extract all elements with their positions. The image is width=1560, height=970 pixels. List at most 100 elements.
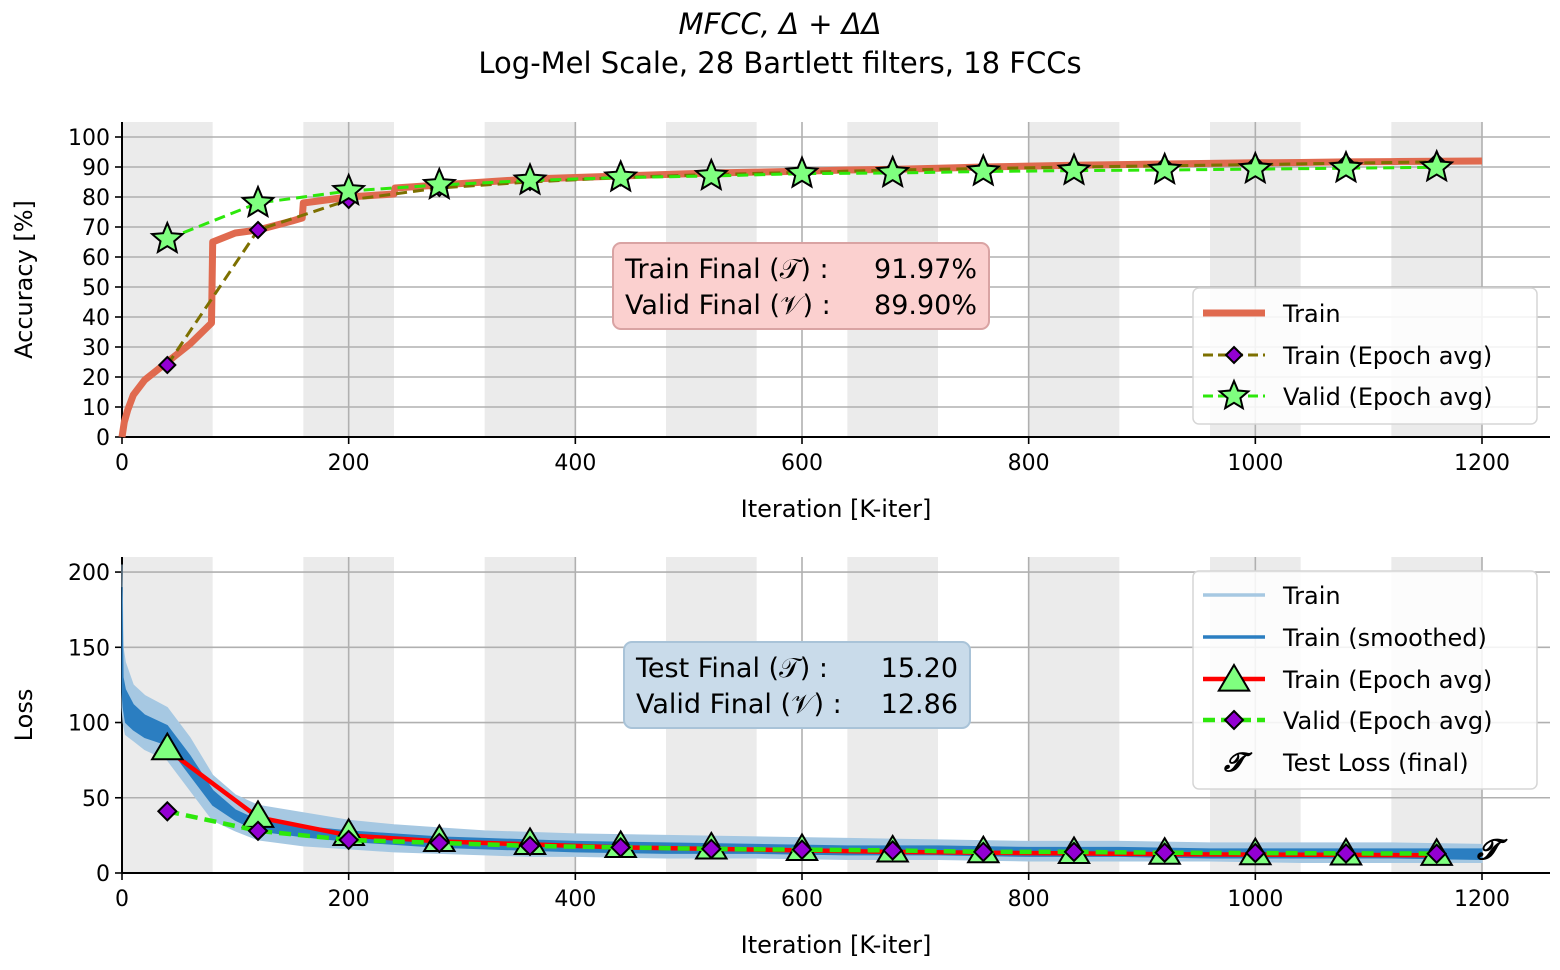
legend-label-train: Train (1282, 582, 1341, 610)
valid-epoch-avg-marker (156, 800, 178, 822)
annotation-line1-value: 91.97% (874, 254, 977, 285)
y-tick-label: 90 (82, 156, 110, 181)
legend-marker-valid-epoch (1223, 709, 1245, 731)
valid-epoch-avg-marker (965, 152, 1002, 187)
x-axis-label: Iteration [K-iter] (741, 495, 932, 523)
legend: Train Train (Epoch avg) Valid (Epoch avg) (1192, 287, 1538, 425)
y-tick-label: 10 (82, 396, 110, 421)
valid-epoch-avg-marker (428, 832, 450, 854)
valid-epoch-avg-marker (519, 835, 541, 857)
valid-epoch-avg-marker (338, 829, 360, 851)
x-tick-label: 400 (554, 451, 596, 476)
legend-box (1192, 287, 1538, 425)
valid-epoch-avg-marker (700, 838, 722, 860)
train-epoch-avg-marker (157, 355, 177, 375)
valid-epoch-avg-marker (791, 839, 813, 861)
y-tick-label: 100 (68, 126, 110, 151)
annotation-line2-label: Valid Final (𝒱) : (625, 290, 831, 321)
legend-marker-train-epoch (1224, 345, 1244, 365)
valid-epoch-avg-marker (1418, 148, 1455, 183)
legend-label-train-epoch: Train (Epoch avg) (1282, 342, 1492, 370)
annotation-line1-value: 15.20 (881, 653, 958, 684)
legend-label-valid-epoch: Valid (Epoch avg) (1283, 383, 1492, 411)
epoch-band (484, 557, 576, 873)
y-tick-label: 60 (82, 246, 110, 271)
y-tick-label: 80 (82, 186, 110, 211)
y-axis-label: Accuracy [%] (10, 200, 38, 359)
valid-epoch-avg-marker (240, 184, 276, 219)
x-tick-label: 800 (1008, 451, 1050, 476)
valid-epoch-avg-marker (784, 154, 820, 189)
x-tick-label: 200 (328, 451, 370, 476)
legend-box (1192, 570, 1538, 790)
x-tick-label: 200 (328, 887, 370, 912)
valid-epoch-avg-marker (330, 172, 367, 207)
train-epoch-avg-marker (248, 220, 268, 240)
y-tick-label: 40 (82, 306, 110, 331)
y-tick-label: 100 (68, 712, 110, 737)
x-tick-label: 600 (781, 451, 823, 476)
x-tick-label: 600 (781, 887, 823, 912)
annotation-line1-label: Test Final (𝒯) : (635, 653, 828, 684)
valid-epoch-avg-marker (972, 841, 994, 863)
legend: Train Train (smoothed) Train (Epoch avg) Va… (1192, 570, 1538, 790)
loss-chart: 0 200 400 600 800 1000 1200 0 50 100 150 200 Iterati… (10, 557, 1550, 959)
y-tick-label: 70 (82, 216, 110, 241)
annotation-line2-value: 89.90% (874, 290, 977, 321)
annotation-box (612, 242, 990, 330)
figure-title-line2: Log-Mel Scale, 28 Bartlett filters, 18 F… (478, 46, 1081, 80)
series-valid-epoch-avg (149, 148, 1455, 255)
final-metrics-box: Test Final (𝒯) : 15.20 Valid Final (𝒱) : 12… (623, 641, 971, 729)
y-ticks: 0 50 100 150 200 (68, 561, 122, 887)
legend-label-train-epoch: Train (Epoch avg) (1282, 666, 1492, 694)
x-tick-label: 0 (115, 887, 129, 912)
legend-marker-valid-epoch (1217, 378, 1251, 411)
valid-epoch-avg-marker (512, 161, 548, 196)
x-axis-label: Iteration [K-iter] (741, 931, 932, 959)
valid-epoch-avg-marker (247, 820, 269, 842)
x-tick-label: 400 (554, 887, 596, 912)
annotation-line2-label: Valid Final (𝒱) : (636, 689, 842, 720)
legend-label-test: Test Loss (final) (1282, 749, 1469, 777)
y-tick-label: 150 (68, 636, 110, 661)
annotation-line2-value: 12.86 (881, 689, 958, 720)
x-ticks: 0 200 400 600 800 1000 1200 (115, 873, 1510, 912)
y-tick-label: 0 (96, 426, 110, 451)
valid-epoch-avg-marker (874, 154, 911, 189)
x-tick-label: 1200 (1454, 451, 1510, 476)
valid-epoch-avg-marker (610, 837, 632, 858)
valid-epoch-avg-marker (1328, 149, 1364, 184)
valid-epoch-avg-marker (1146, 151, 1183, 186)
series-test-loss: 𝓣 (1477, 833, 1508, 866)
y-tick-label: 20 (82, 366, 110, 391)
valid-epoch-avg-marker (693, 157, 730, 192)
y-tick-label: 50 (82, 787, 110, 812)
valid-epoch-avg-marker (1063, 841, 1085, 863)
x-tick-label: 1000 (1227, 887, 1283, 912)
x-tick-label: 0 (115, 451, 129, 476)
test-loss-marker: 𝓣 (1477, 833, 1508, 866)
valid-epoch-avg-marker (421, 166, 458, 201)
valid-epoch-avg-marker (1335, 843, 1357, 864)
x-tick-label: 1200 (1454, 887, 1510, 912)
legend-label-train: Train (1282, 300, 1341, 328)
valid-epoch-avg-marker (1056, 151, 1092, 186)
legend-label-train-smoothed: Train (smoothed) (1282, 624, 1487, 652)
valid-epoch-avg-marker (1154, 842, 1176, 864)
figure-title-line1: MFCC, Δ + ΔΔ (679, 7, 882, 41)
y-tick-label: 0 (96, 862, 110, 887)
x-ticks: 0 200 400 600 800 1000 1200 (115, 437, 1510, 476)
accuracy-chart: 0 200 400 600 800 1000 1200 0 10 20 30 40 50 60 70 80 90… (10, 122, 1550, 523)
valid-epoch-avg-marker (1244, 842, 1266, 864)
train-epoch-avg-marker (150, 731, 185, 761)
annotation-line1-label: Train Final (𝒯) : (624, 254, 829, 285)
x-tick-label: 800 (1008, 887, 1050, 912)
legend-label-valid-epoch: Valid (Epoch avg) (1283, 707, 1492, 735)
y-tick-label: 50 (82, 276, 110, 301)
y-tick-label: 200 (68, 561, 110, 586)
valid-epoch-avg-marker (882, 840, 904, 861)
valid-epoch-avg-marker (1426, 843, 1448, 865)
valid-epoch-avg-marker (1237, 150, 1274, 185)
annotation-box (623, 641, 971, 729)
